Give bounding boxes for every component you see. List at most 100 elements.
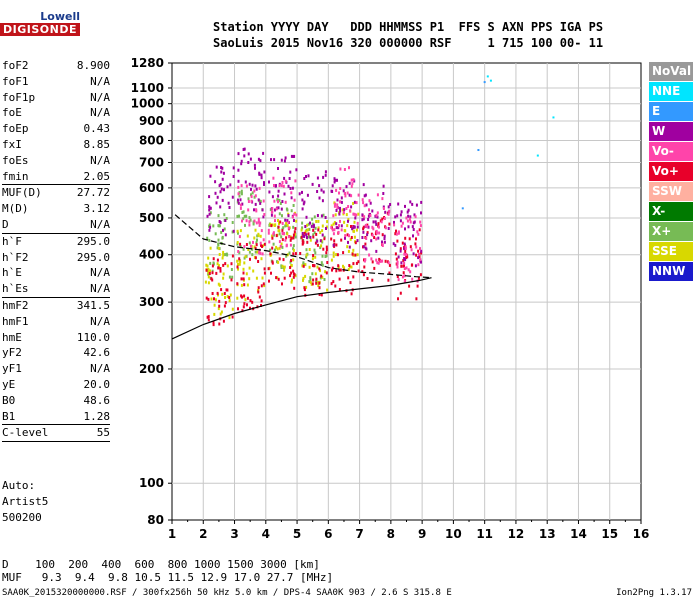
echo-point	[281, 229, 284, 233]
echo-point	[316, 265, 319, 269]
x-tick-label: 3	[230, 527, 238, 541]
echo-point	[260, 299, 263, 303]
echo-point	[365, 223, 367, 227]
echo-point	[254, 184, 257, 188]
echo-point	[321, 275, 324, 279]
echo-point	[420, 200, 423, 204]
echo-point	[280, 207, 283, 211]
echo-point	[383, 240, 386, 244]
echo-point	[340, 224, 343, 228]
echo-point	[318, 293, 321, 296]
echo-point	[552, 116, 555, 119]
echo-point	[370, 257, 373, 261]
digisonde-logo: Lowell DIGISONDE	[0, 10, 84, 44]
echo-point	[218, 322, 221, 326]
y-tick-label: 900	[139, 114, 164, 128]
echo-point	[229, 183, 232, 187]
echo-point	[373, 236, 376, 239]
footer-version: Ion2Png 1.3.17	[616, 588, 692, 598]
echo-point	[290, 280, 293, 284]
param-row: MUF(D) 27.72	[2, 184, 110, 201]
echo-point	[404, 245, 407, 249]
echo-point	[280, 184, 283, 188]
echo-point	[276, 276, 279, 280]
echo-point	[217, 264, 220, 268]
param-label: h`Es	[2, 282, 29, 296]
echo-point	[376, 211, 379, 215]
echo-point	[316, 214, 319, 217]
echo-point	[277, 194, 280, 198]
echo-point	[291, 186, 294, 190]
echo-point	[259, 241, 262, 245]
echo-point	[290, 259, 293, 262]
param-row: h`F 295.0	[2, 232, 110, 250]
param-label: yE	[2, 377, 16, 391]
echo-point	[308, 265, 311, 269]
echo-point	[353, 220, 356, 224]
echo-point	[418, 228, 421, 232]
param-row: hmF1 N/A	[2, 314, 110, 330]
echo-point	[289, 260, 292, 264]
x-tick-label: 1	[168, 527, 176, 541]
param-label: fxI	[2, 137, 22, 151]
echo-point	[321, 229, 324, 233]
echo-point	[246, 303, 248, 307]
echo-point	[240, 277, 243, 281]
echo-point	[322, 213, 325, 217]
echo-series-vo-	[237, 166, 422, 283]
echo-point	[290, 191, 293, 195]
echo-point	[249, 218, 252, 222]
echo-point	[284, 156, 287, 160]
echo-point	[238, 194, 241, 198]
echo-point	[262, 282, 265, 286]
echo-point	[248, 223, 251, 227]
echo-point	[405, 216, 408, 220]
echo-point	[269, 252, 272, 256]
echo-point	[277, 229, 280, 233]
echo-point	[252, 269, 255, 273]
echo-point	[301, 198, 304, 202]
echo-point	[325, 251, 328, 255]
x-tick-label: 10	[445, 527, 462, 541]
echo-point	[375, 237, 378, 241]
echo-point	[308, 227, 311, 231]
echo-point	[315, 220, 318, 223]
echo-point	[336, 206, 339, 209]
echo-point	[261, 252, 264, 256]
echo-point	[409, 245, 412, 249]
echo-point	[295, 213, 298, 217]
echo-point	[245, 243, 248, 246]
param-row: foEs N/A	[2, 153, 110, 169]
echo-point	[305, 285, 308, 289]
echo-point	[247, 197, 250, 201]
echo-point	[317, 284, 320, 288]
echo-point	[311, 282, 314, 286]
echo-point	[262, 151, 265, 155]
echo-point	[236, 296, 239, 300]
echo-point	[393, 220, 395, 224]
echo-point	[240, 159, 243, 163]
echo-point	[283, 268, 286, 272]
echo-point	[335, 226, 338, 230]
echo-point	[320, 244, 323, 248]
echo-point	[346, 224, 349, 228]
echo-point	[402, 258, 405, 262]
echo-point	[281, 238, 284, 242]
echo-point	[348, 181, 351, 185]
echo-point	[403, 242, 406, 246]
echo-point	[383, 234, 386, 238]
param-label: M(D)	[2, 202, 29, 216]
echo-point	[257, 217, 260, 221]
echo-point	[313, 231, 316, 235]
echo-point	[325, 227, 327, 230]
echo-point	[313, 248, 316, 252]
param-label: h`F	[2, 234, 22, 248]
echo-point	[291, 278, 293, 282]
echo-point	[271, 261, 274, 265]
param-label: fmin	[2, 169, 29, 183]
echo-point	[213, 297, 215, 301]
x-tick-label: 5	[293, 527, 301, 541]
echo-point	[371, 278, 374, 282]
echo-point	[411, 277, 414, 281]
echo-point	[324, 255, 327, 258]
